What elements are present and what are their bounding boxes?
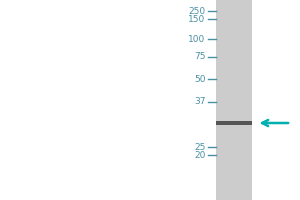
Text: 250: 250 <box>188 6 206 16</box>
Text: 75: 75 <box>194 52 206 61</box>
Text: 50: 50 <box>194 74 206 84</box>
Bar <box>216 121 252 125</box>
Text: 100: 100 <box>188 34 206 44</box>
Text: 150: 150 <box>188 15 206 23</box>
Text: 25: 25 <box>194 142 206 152</box>
Bar <box>216 0 252 200</box>
Text: 20: 20 <box>194 151 206 160</box>
Text: 37: 37 <box>194 98 206 106</box>
